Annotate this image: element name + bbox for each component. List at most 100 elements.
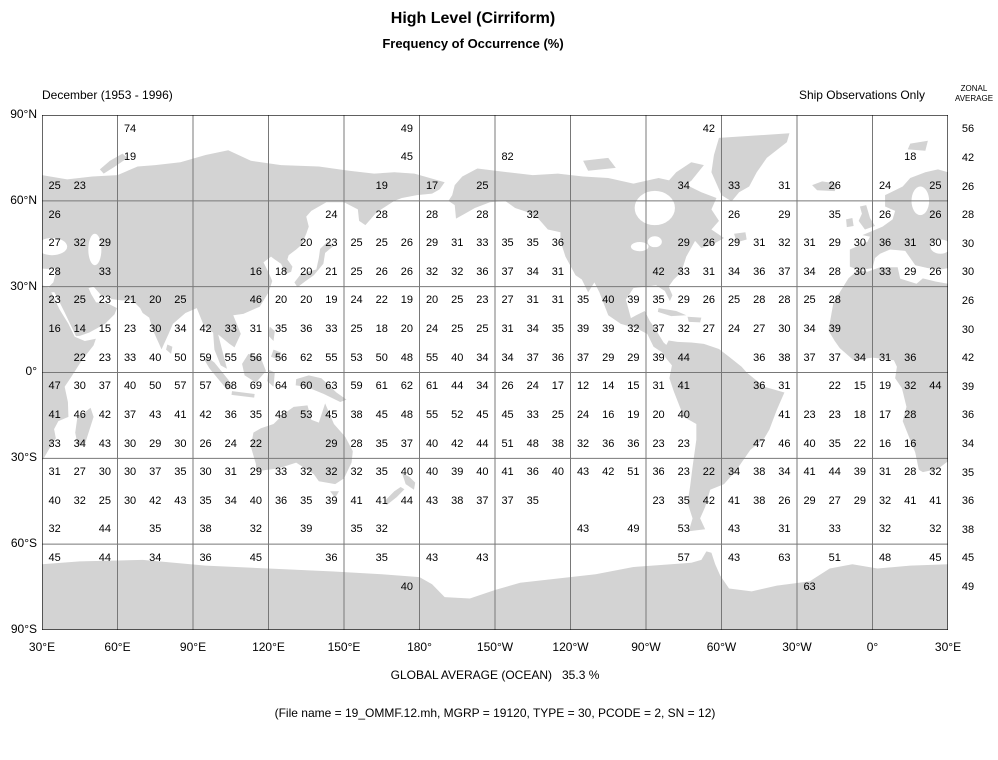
period-label: December (1953 - 1996) (42, 88, 173, 102)
grid-value: 23 (98, 294, 112, 307)
grid-value: 32 (425, 265, 439, 278)
page-title: High Level (Cirriform) (390, 10, 556, 27)
x-axis-label: 0° (866, 640, 879, 654)
zonal-average-value: 30 (961, 266, 975, 279)
grid-value: 36 (904, 351, 917, 364)
grid-value: 33 (476, 237, 489, 250)
grid-value: 20 (300, 265, 313, 278)
grid-value: 28 (778, 294, 791, 307)
grid-value: 19 (123, 151, 137, 164)
grid-value: 25 (350, 323, 363, 336)
file-info-label: (File name = 19_OMMF.12.mh, MGRP = 19120… (274, 706, 716, 720)
grid-value: 40 (425, 466, 439, 479)
grid-value: 55 (224, 351, 237, 364)
zonal-average-value: 34 (961, 438, 975, 451)
grid-value: 19 (325, 294, 338, 307)
zonal-average-value: 26 (961, 294, 975, 307)
grid-value: 29 (249, 466, 263, 479)
grid-value: 32 (249, 523, 263, 536)
grid-value: 34 (778, 466, 791, 479)
x-axis-label: 60°E (104, 640, 131, 654)
zonal-average-value: 35 (961, 466, 975, 479)
grid-value: 25 (551, 408, 565, 421)
grid-value: 38 (199, 523, 212, 536)
grid-value: 39 (576, 323, 590, 336)
landmass-new-guinea (295, 375, 347, 402)
grid-value: 43 (425, 551, 439, 564)
grid-value: 36 (753, 351, 766, 364)
grid-value: 44 (451, 380, 464, 393)
grid-value: 26 (828, 180, 841, 193)
grid-value: 35 (551, 323, 565, 336)
grid-value: 82 (501, 151, 514, 164)
grid-value: 23 (677, 437, 690, 450)
grid-value: 33 (48, 437, 61, 450)
grid-value: 37 (652, 323, 665, 336)
grid-value: 41 (904, 494, 917, 507)
grid-value: 31 (778, 380, 791, 393)
x-axis-label: 30°E (934, 640, 962, 654)
grid-value: 31 (878, 351, 892, 364)
grid-value: 29 (853, 494, 867, 507)
x-axis-label: 180° (407, 640, 432, 654)
grid-value: 28 (375, 208, 388, 221)
grid-value: 60 (300, 380, 313, 393)
grid-value: 18 (375, 323, 388, 336)
grid-value: 29 (677, 237, 690, 250)
grid-value: 53 (300, 408, 313, 421)
grid-value: 40 (123, 380, 137, 393)
grid-value: 48 (400, 351, 414, 364)
grid-value: 15 (627, 380, 640, 393)
zonal-average-value: 30 (961, 323, 975, 336)
grid-value: 25 (350, 237, 363, 250)
zonal-average-header: ZONAL AVERAGE (950, 84, 998, 104)
grid-value: 30 (98, 466, 112, 479)
grid-value: 38 (753, 494, 766, 507)
grid-value: 26 (929, 265, 942, 278)
grid-value: 17 (425, 180, 439, 193)
landmass-luzon (267, 326, 275, 342)
grid-value: 36 (602, 437, 615, 450)
landmass-africa-west (828, 267, 948, 473)
grid-value: 30 (778, 323, 791, 336)
x-axis-label: 150°W (476, 640, 514, 654)
grid-value: 47 (48, 380, 61, 393)
grid-value: 33 (123, 351, 137, 364)
grid-value: 28 (828, 294, 841, 307)
grid-value: 36 (753, 265, 766, 278)
grid-value: 32 (878, 523, 892, 536)
grid-value: 61 (425, 380, 439, 393)
grid-value: 57 (677, 551, 690, 564)
grid-value: 35 (526, 494, 539, 507)
grid-value: 43 (576, 466, 590, 479)
zonal-average-value: 42 (961, 352, 975, 365)
grid-value: 34 (803, 265, 816, 278)
grid-value: 40 (451, 351, 464, 364)
grid-value: 45 (375, 408, 388, 421)
grid-value: 31 (551, 265, 565, 278)
grid-value: 34 (149, 551, 162, 564)
grid-value: 32 (73, 237, 86, 250)
grid-value: 32 (929, 523, 942, 536)
grid-value: 28 (350, 437, 363, 450)
grid-value: 19 (878, 380, 892, 393)
grid-value: 36 (551, 351, 565, 364)
grid-value: 43 (149, 408, 162, 421)
landmass-novaya-zemlya (99, 153, 128, 174)
landmass-new-zealand-south (385, 486, 405, 505)
grid-value: 21 (123, 294, 137, 307)
grid-value: 43 (476, 551, 489, 564)
grid-value: 40 (677, 408, 690, 421)
grid-value: 30 (929, 237, 942, 250)
zonal-average-value: 49 (961, 581, 975, 594)
grid-value: 38 (778, 351, 791, 364)
landmass-iceland (812, 181, 838, 192)
grid-value: 32 (48, 523, 61, 536)
value-grid: 74 49 42 19 45 82 18 25 23 19 17 25 34 33 31 26 24 25 26 24… (42, 115, 948, 630)
zonal-average-value: 30 (961, 237, 975, 250)
zonal-header-line1: ZONAL (960, 84, 988, 93)
grid-value: 26 (400, 237, 414, 250)
grid-value: 37 (828, 351, 841, 364)
grid-value: 59 (350, 380, 363, 393)
grid-value: 25 (174, 294, 187, 307)
